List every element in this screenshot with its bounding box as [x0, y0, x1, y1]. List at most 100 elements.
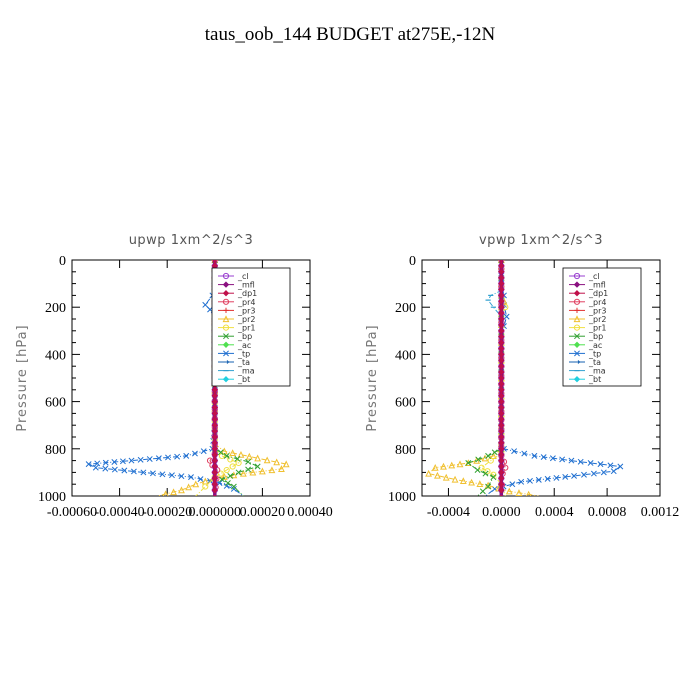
series-point [237, 450, 245, 458]
series-point [498, 262, 505, 270]
y-tick-label: 800 [45, 443, 66, 458]
series-point [217, 470, 224, 477]
series-point [498, 274, 505, 281]
series-point [211, 463, 218, 470]
series-point [155, 455, 162, 462]
series-point [211, 433, 218, 441]
series-point [574, 350, 580, 357]
series-point [211, 392, 218, 399]
series-point [111, 459, 118, 465]
series-point [249, 468, 257, 476]
series-point [218, 476, 225, 483]
series-point [607, 462, 614, 469]
series-point [192, 450, 198, 457]
series-point [202, 483, 209, 490]
series-point [425, 469, 433, 477]
x-tick-label: 0.0012 [641, 505, 680, 520]
series-point [223, 307, 229, 313]
series-point [128, 457, 135, 464]
series-point [211, 439, 218, 447]
series-point [459, 477, 467, 485]
series-point [498, 427, 505, 435]
series-point [498, 433, 505, 441]
series-point [211, 457, 218, 464]
series-point [531, 452, 538, 459]
series-point [498, 339, 505, 346]
legend-label: _pr2 [237, 315, 255, 324]
series-point [498, 481, 505, 488]
series-point [587, 460, 594, 466]
x-tick-label: -0.00020 [142, 505, 192, 520]
series-point [448, 461, 456, 469]
series-point [159, 471, 166, 478]
series-point [491, 449, 498, 456]
series-point [498, 298, 505, 305]
series-point [440, 462, 447, 470]
series-point [573, 324, 581, 331]
series-point [481, 454, 489, 462]
legend-label: _pr4 [237, 298, 255, 307]
series-point [498, 315, 505, 323]
legend-box [562, 267, 642, 387]
series-point [573, 290, 581, 297]
series-point [590, 470, 597, 477]
x-tick-label: 0.0004 [535, 505, 574, 520]
series-point [188, 474, 194, 481]
series-point [254, 463, 261, 470]
series-point [498, 292, 505, 299]
series-point [162, 490, 169, 496]
series-point [456, 460, 464, 468]
series-point [245, 458, 252, 465]
series-point [610, 468, 617, 475]
series-point [169, 472, 175, 479]
series-point [498, 327, 505, 334]
legend-label: _dp1 [588, 289, 608, 298]
series-point [174, 453, 181, 460]
series-point [544, 475, 551, 482]
series-point [222, 315, 230, 323]
series-point [245, 466, 252, 473]
series-point [509, 481, 516, 488]
legend-label: _bt [237, 375, 250, 384]
series-point [121, 467, 128, 474]
series-point [92, 464, 99, 471]
series-point [526, 490, 532, 496]
y-tick-label: 800 [395, 443, 416, 458]
series-point [102, 465, 109, 472]
series-point [498, 451, 505, 458]
series-point [617, 463, 624, 470]
series-point [490, 474, 497, 481]
series-point [263, 456, 271, 464]
series-point [498, 439, 505, 447]
series-point [485, 483, 492, 490]
series-point [202, 301, 209, 308]
series-point [227, 456, 234, 463]
series-point [85, 461, 92, 468]
legend-label: _tp [588, 349, 601, 358]
series-point [549, 455, 556, 462]
series-point [211, 422, 218, 429]
series-point [130, 468, 137, 475]
series-point [498, 486, 505, 494]
series-point [254, 454, 262, 462]
series-point [149, 470, 156, 477]
series-point [498, 345, 505, 352]
series-point [474, 467, 481, 473]
legend-label: _ta [588, 358, 601, 367]
series-point [140, 469, 147, 476]
series-point [540, 454, 547, 461]
series-point [568, 457, 575, 464]
series-point [498, 368, 505, 376]
series-point [573, 272, 581, 280]
series-line-ma [487, 260, 502, 317]
series-point [119, 458, 126, 465]
series-point [211, 416, 218, 423]
series-point [222, 298, 230, 305]
series-point [581, 471, 587, 478]
series-point [239, 469, 247, 477]
series-point [178, 473, 185, 480]
legend-label: _pr1 [588, 324, 606, 333]
series-point [222, 341, 230, 348]
series-point [511, 448, 518, 455]
legend-label: _ma [588, 367, 606, 376]
